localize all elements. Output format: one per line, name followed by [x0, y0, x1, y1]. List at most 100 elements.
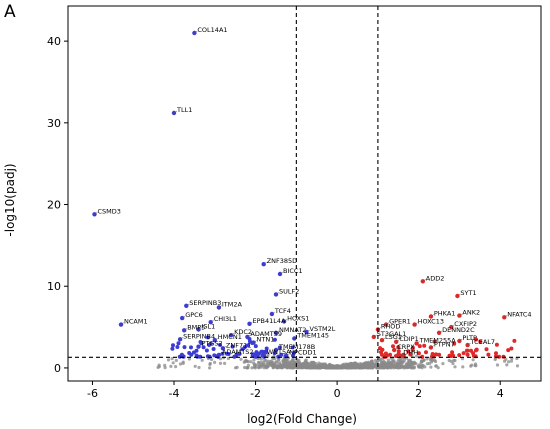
down-point — [218, 342, 222, 347]
label-connector — [253, 340, 257, 343]
down-point — [253, 344, 258, 349]
down-point — [194, 348, 199, 353]
ns-point — [460, 357, 465, 361]
gene-label-isl1: ISL1 — [202, 323, 216, 331]
ns-point — [178, 362, 183, 366]
gene-label-dennd2c: DENND2C — [442, 326, 475, 334]
label-connector — [381, 337, 386, 341]
label-connector — [504, 315, 508, 318]
ns-point — [239, 357, 243, 361]
down-point — [251, 352, 256, 357]
up-point — [430, 352, 435, 356]
ns-point — [287, 364, 291, 368]
ns-point — [298, 362, 302, 366]
panel-letter: A — [4, 2, 16, 22]
gene-label-nmnat2: NMNAT2 — [279, 326, 306, 334]
ns-point — [297, 358, 301, 362]
label-connector — [275, 330, 280, 334]
gene-label-gpc6: GPC6 — [185, 311, 203, 319]
plot-frame — [67, 5, 542, 382]
ns-point — [493, 357, 497, 362]
gene-label-adamts2: ADAMTS2 — [222, 348, 254, 356]
gene-label-hoxc13: HOXC13 — [418, 318, 444, 326]
up-point — [391, 344, 395, 349]
label-connector — [373, 334, 377, 338]
label-connector — [414, 322, 418, 325]
down-point — [171, 343, 175, 348]
gene-label-st3gal1: ST3GAL1 — [377, 330, 406, 338]
ns-point — [259, 357, 263, 361]
ns-point — [157, 365, 161, 369]
gene-point-tmem255a — [414, 341, 419, 346]
label-connector — [457, 293, 461, 297]
down-point — [175, 345, 180, 349]
ns-point — [171, 361, 175, 365]
gene-point-phka1 — [428, 314, 434, 319]
ns-point — [433, 358, 437, 362]
ns-point — [402, 364, 406, 368]
up-point — [424, 350, 428, 355]
label-connector — [422, 279, 426, 282]
gene-label-kdc2: KDC2 — [234, 328, 252, 336]
label-connector — [186, 303, 190, 307]
x-tick-label: 2 — [415, 387, 422, 400]
down-point — [220, 351, 225, 356]
ns-point — [245, 359, 249, 363]
ns-point — [269, 361, 273, 365]
ns-point — [262, 364, 266, 368]
x-tick-label: 0 — [334, 387, 341, 400]
down-point — [235, 352, 240, 357]
gene-label-cdip1: CDIP1 — [399, 335, 419, 343]
ns-point — [356, 365, 360, 369]
gene-label-tll1: TLL1 — [176, 106, 192, 114]
ns-point — [291, 357, 295, 361]
ns-point — [312, 362, 316, 366]
down-point — [189, 352, 194, 357]
up-point — [469, 348, 473, 353]
down-point — [264, 346, 269, 351]
label-connector-layer — [94, 30, 508, 356]
gene-point-ptpn7 — [428, 345, 434, 350]
down-point — [253, 354, 258, 359]
label-connector — [275, 292, 280, 295]
label-connector — [173, 110, 178, 114]
up-point — [434, 352, 439, 357]
ns-point — [285, 358, 289, 362]
ns-point — [277, 357, 281, 361]
ns-point — [471, 358, 475, 362]
label-connector — [210, 319, 214, 323]
gene-point-gper1 — [383, 322, 389, 327]
label-connector — [194, 30, 198, 34]
ns-point — [407, 364, 411, 369]
gene-label-rhod: RHOD — [381, 323, 401, 331]
up-point — [506, 348, 511, 353]
ns-point — [187, 357, 191, 361]
ns-point — [416, 364, 420, 368]
ns-point — [163, 363, 167, 367]
label-connector — [182, 315, 186, 319]
label-connector — [184, 328, 188, 331]
label-connector — [247, 334, 251, 338]
label-connector — [263, 261, 267, 265]
down-point — [212, 353, 217, 358]
down-point — [205, 335, 210, 340]
x-axis-title: log2(Fold Change) — [247, 412, 357, 426]
down-point — [290, 345, 295, 350]
gene-label-ncam1: NCAM1 — [124, 318, 148, 326]
ns-point — [405, 362, 409, 366]
gene-label-serpinb4: SERPINB4 — [183, 332, 215, 340]
ns-point — [364, 364, 368, 368]
ns-point — [461, 365, 465, 369]
down-point — [201, 345, 206, 350]
ns-point — [515, 364, 520, 368]
label-connector — [438, 330, 443, 334]
down-point — [225, 351, 229, 356]
gene-label-cxfip2: CXFIP2 — [454, 320, 477, 328]
label-connector — [214, 337, 218, 341]
up-point — [494, 351, 498, 356]
label-connector — [120, 322, 125, 325]
gene-point-dennd2c — [436, 330, 442, 335]
ns-point — [213, 360, 217, 364]
